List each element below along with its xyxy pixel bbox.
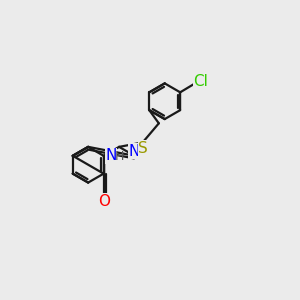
Text: Cl: Cl [194, 74, 208, 89]
Text: H: H [115, 151, 124, 164]
Text: O: O [98, 194, 110, 208]
Text: N: N [129, 144, 140, 159]
Text: S: S [138, 141, 148, 156]
Text: N: N [105, 148, 117, 163]
